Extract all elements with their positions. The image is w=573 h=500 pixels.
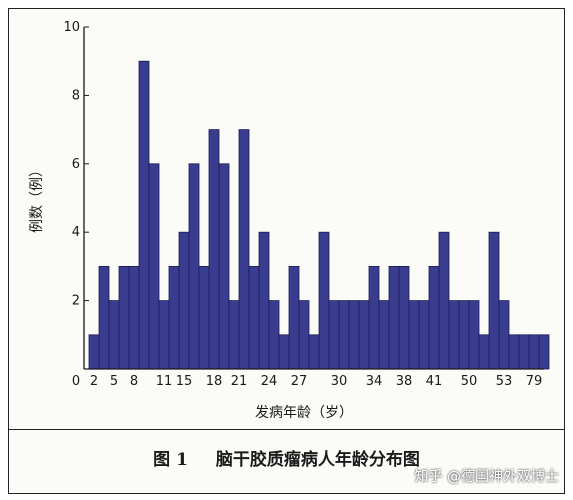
histogram-bar bbox=[208, 129, 220, 370]
y-tick-label: 6 bbox=[72, 157, 80, 172]
caption-divider bbox=[9, 429, 564, 430]
histogram-bar bbox=[278, 334, 290, 370]
x-tick-label: 79 bbox=[526, 374, 543, 389]
x-tick-label: 50 bbox=[461, 374, 478, 389]
histogram-bar bbox=[218, 163, 230, 370]
caption-text: 脑干胶质瘤病人年龄分布图 bbox=[215, 450, 420, 470]
histogram-bar bbox=[368, 265, 380, 370]
histogram-bar bbox=[188, 163, 200, 370]
bars-group bbox=[88, 60, 550, 370]
histogram-bar bbox=[348, 300, 360, 370]
x-tick-label: 8 bbox=[130, 374, 138, 389]
histogram-bar bbox=[108, 300, 120, 370]
x-tick-label: 34 bbox=[366, 374, 383, 389]
histogram-bar bbox=[338, 300, 350, 370]
histogram-bar bbox=[448, 300, 460, 370]
histogram-bar bbox=[128, 265, 140, 370]
x-tick-label: 41 bbox=[426, 374, 443, 389]
x-tick-label: 24 bbox=[261, 374, 278, 389]
histogram-bar bbox=[88, 334, 100, 370]
histogram-bar bbox=[118, 265, 130, 370]
histogram-bar bbox=[468, 300, 480, 370]
histogram-bar bbox=[328, 300, 340, 370]
x-tick-label: 0 bbox=[72, 374, 80, 389]
y-tick-label: 2 bbox=[72, 294, 80, 309]
histogram-bar bbox=[178, 231, 190, 370]
histogram-bar bbox=[518, 334, 530, 370]
x-tick-label: 15 bbox=[176, 374, 193, 389]
histogram-bar bbox=[138, 60, 150, 370]
histogram-bar bbox=[248, 265, 260, 370]
figure-frame: 2 4 6 8 10 0 2 5 8 11 15 18 21 24 27 30 34 38 41 50 53 79 例数… bbox=[8, 8, 565, 494]
histogram-bar bbox=[408, 300, 420, 370]
caption-number: 图 1 bbox=[153, 450, 188, 470]
histogram-bar bbox=[388, 265, 400, 370]
x-tick-label: 38 bbox=[396, 374, 413, 389]
x-tick-label: 2 bbox=[90, 374, 98, 389]
histogram-bar bbox=[298, 300, 310, 370]
histogram-bar bbox=[238, 129, 250, 370]
histogram-bar bbox=[458, 300, 470, 370]
histogram-bar bbox=[228, 300, 240, 370]
x-tick-label: 53 bbox=[496, 374, 513, 389]
histogram-bar bbox=[318, 231, 330, 370]
axes-group bbox=[83, 27, 544, 370]
histogram-bar bbox=[428, 265, 440, 370]
x-tick-label: 11 bbox=[156, 374, 173, 389]
histogram-bar bbox=[198, 265, 210, 370]
histogram-bar bbox=[478, 334, 490, 370]
y-ticks-group: 2 4 6 8 10 bbox=[63, 20, 89, 309]
y-tick-label: 4 bbox=[72, 225, 80, 240]
x-tick-label: 30 bbox=[331, 374, 348, 389]
histogram-bar bbox=[498, 300, 510, 370]
histogram-bar bbox=[538, 334, 550, 370]
histogram-bar bbox=[488, 231, 500, 370]
histogram-bar bbox=[378, 300, 390, 370]
x-tick-label: 18 bbox=[206, 374, 223, 389]
y-tick-label: 10 bbox=[63, 20, 80, 35]
histogram-bar bbox=[148, 163, 160, 370]
histogram-bar bbox=[398, 265, 410, 370]
figure-caption: 图 1 脑干胶质瘤病人年龄分布图 bbox=[9, 445, 564, 470]
histogram-bar bbox=[268, 300, 280, 370]
histogram-bar bbox=[418, 300, 430, 370]
x-axis-title: 发病年龄（岁） bbox=[255, 405, 353, 421]
histogram-bar bbox=[288, 265, 300, 370]
histogram-bar bbox=[358, 300, 370, 370]
histogram-bar bbox=[508, 334, 520, 370]
histogram-bar bbox=[168, 265, 180, 370]
histogram-bar bbox=[438, 231, 450, 370]
histogram-bar bbox=[308, 334, 320, 370]
histogram-bar bbox=[158, 300, 170, 370]
histogram-bar bbox=[98, 265, 110, 370]
x-tick-label: 27 bbox=[291, 374, 308, 389]
x-ticks-group: 0 2 5 8 11 15 18 21 24 27 30 34 38 41 50 53 79 bbox=[72, 374, 542, 389]
y-tick-label: 8 bbox=[72, 88, 80, 103]
histogram-bar bbox=[258, 231, 270, 370]
watermark-text: 知乎 @德国神外双博士 bbox=[414, 469, 559, 485]
histogram-bar bbox=[528, 334, 540, 370]
x-tick-label: 5 bbox=[110, 374, 118, 389]
x-tick-label: 21 bbox=[231, 374, 248, 389]
y-axis-title: 例数（例） bbox=[29, 163, 45, 233]
